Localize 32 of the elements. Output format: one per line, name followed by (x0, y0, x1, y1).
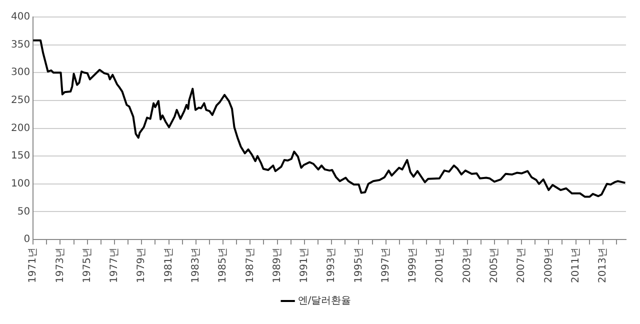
x-tick-label: 1997년 (380, 248, 392, 284)
x-tick-label: 1979년 (136, 248, 148, 284)
x-tick-label: 1989년 (272, 248, 283, 284)
x-tick-label: 2011년 (570, 248, 582, 284)
x-tick-label: 2003년 (462, 248, 473, 284)
y-tick-label: 100 (10, 178, 30, 190)
x-tick-label: 2001년 (434, 248, 446, 284)
x-tick-label: 1975년 (82, 248, 93, 284)
x-tick-label: 1985년 (218, 248, 229, 284)
x-tick-label: 2013년 (598, 248, 609, 284)
y-tick-label: 0 (24, 234, 30, 246)
x-tick-label: 1987년 (244, 248, 256, 284)
x-tick-label: 1999년 (408, 248, 419, 284)
y-tick-label: 300 (10, 67, 30, 78)
x-tick-label: 1995년 (353, 248, 364, 284)
legend-label: 엔/달러환율 (298, 296, 352, 307)
y-tick-label: 400 (10, 12, 30, 23)
x-tick-label: 1981년 (163, 248, 174, 284)
x-tick-label: 2005년 (488, 248, 500, 284)
x-tick-label: 1993년 (326, 248, 338, 284)
x-tick-label: 1991년 (299, 248, 310, 284)
x-tick-label: 1983년 (190, 248, 202, 284)
x-tick-label: 1977년 (109, 248, 120, 284)
x-tick-label: 2007년 (516, 248, 528, 284)
y-tick-label: 350 (10, 39, 30, 50)
y-tick-label: 150 (10, 150, 30, 162)
y-tick-label: 50 (17, 206, 30, 218)
x-tick-label: 1971년 (28, 248, 39, 284)
x-tick-label: 1973년 (54, 248, 66, 284)
y-tick-label: 200 (10, 122, 30, 134)
y-tick-label: 250 (10, 95, 30, 106)
x-tick-label: 2009년 (543, 248, 554, 284)
